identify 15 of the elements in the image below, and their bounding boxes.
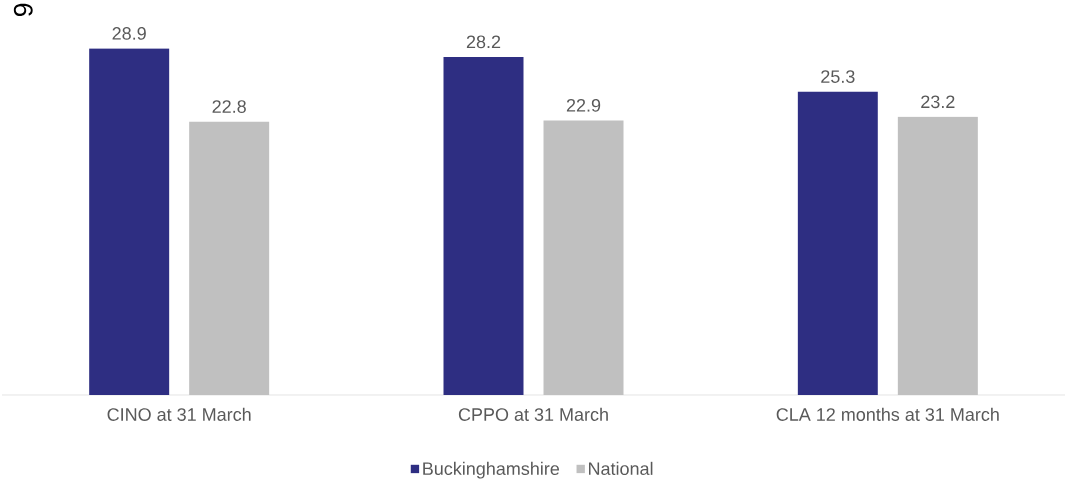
- data-label: 22.9: [566, 98, 601, 112]
- x-tick-label: CPPO at 31 March: [458, 407, 608, 421]
- data-label: 28.2: [466, 35, 501, 49]
- bar: [443, 56, 524, 395]
- data-label: 22.8: [212, 100, 246, 113]
- legend-label: Buckinghamshire: [423, 461, 560, 479]
- x-tick-label: CLA 12 months at 31 March: [776, 407, 999, 421]
- data-label: 23.2: [921, 95, 955, 109]
- text: 9: [13, 3, 33, 17]
- x-tick-label: CINO at 31 March: [107, 407, 251, 421]
- bar: [797, 91, 878, 395]
- bar: [89, 48, 170, 395]
- data-label: 25.3: [821, 70, 855, 83]
- data-label: 28.9: [112, 27, 146, 40]
- legend-label: National: [589, 461, 653, 476]
